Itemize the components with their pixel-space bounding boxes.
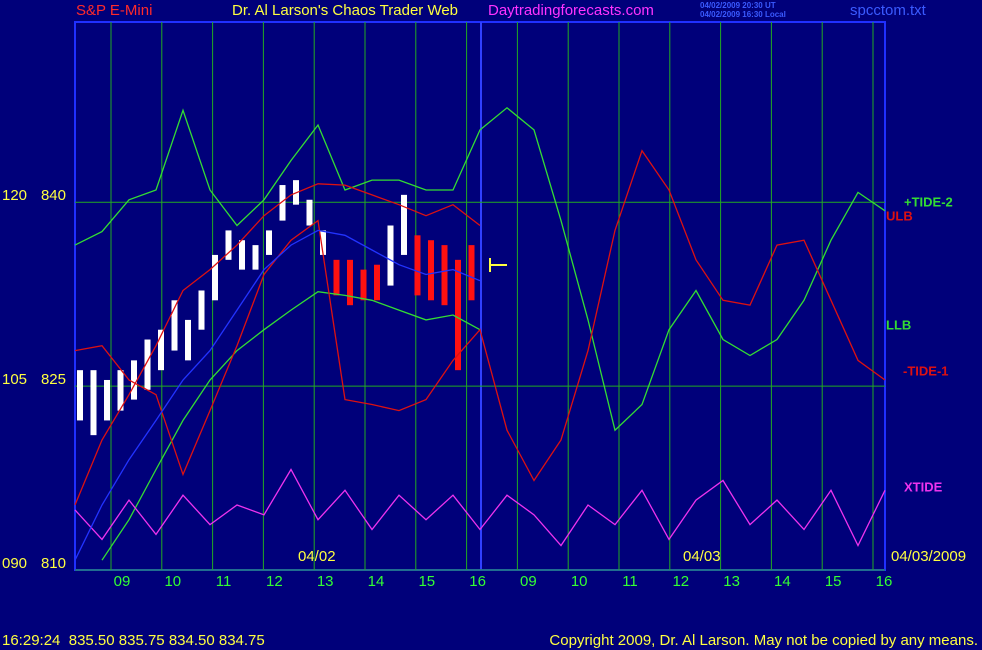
day-label: 04/03 <box>683 548 721 565</box>
x-tick-label: 14 <box>774 573 791 590</box>
price-bar <box>158 329 164 371</box>
price-bar <box>131 360 137 400</box>
x-tick-label: 10 <box>571 573 588 590</box>
legend-label: XTIDE <box>904 479 943 494</box>
price-bar <box>320 230 326 255</box>
file-name: spcctom.txt <box>850 2 927 19</box>
x-tick-label: 15 <box>825 573 842 590</box>
price-bar <box>185 319 191 361</box>
day-label: 04/02 <box>298 548 336 565</box>
x-tick-label: 16 <box>876 573 893 590</box>
time-ut: 04/02/2009 20:30 UT <box>700 1 776 10</box>
price-bar <box>171 300 178 351</box>
legend-label: +TIDE-2 <box>904 194 953 209</box>
price-bar <box>225 230 232 260</box>
legend-label: -TIDE-1 <box>903 363 949 378</box>
legend-label: ULB <box>886 208 913 223</box>
x-tick-label: 13 <box>317 573 334 590</box>
status: 16:29:24 835.50 835.75 834.50 834.75 <box>2 632 265 649</box>
series-line <box>101 291 481 561</box>
x-tick-label: 12 <box>672 573 689 590</box>
x-tick-label: 13 <box>723 573 740 590</box>
y-tick-label: 825 <box>41 371 66 388</box>
price-bar <box>333 259 340 296</box>
price-bar <box>266 230 272 255</box>
series-line <box>74 229 481 561</box>
price-bar <box>104 379 110 421</box>
series-line <box>74 468 886 547</box>
price-bar <box>252 245 259 270</box>
day-label: 04/03/2009 <box>891 548 966 565</box>
x-tick-label: 11 <box>622 573 638 590</box>
y-tick-label: 840 <box>41 187 66 204</box>
x-tick-label: 16 <box>469 573 486 590</box>
price-bar <box>77 370 83 421</box>
series-line <box>74 183 481 506</box>
symbol: S&P E-Mini <box>76 2 152 19</box>
price-bar <box>455 259 461 371</box>
y2-tick-label: 120 <box>2 187 27 204</box>
price-bar <box>279 185 286 221</box>
time-local: 04/02/2009 16:30 Local <box>700 10 786 19</box>
price-bar <box>387 225 394 286</box>
price-bar <box>239 240 245 270</box>
x-tick-label: 14 <box>368 573 385 590</box>
price-bar <box>347 259 353 306</box>
copyright: Copyright 2009, Dr. Al Larson. May not b… <box>549 632 978 649</box>
price-bar <box>90 370 97 436</box>
price-bar <box>401 194 407 255</box>
price-bar <box>374 264 380 301</box>
x-tick-label: 12 <box>266 573 283 590</box>
y2-tick-label: 105 <box>2 371 27 388</box>
x-tick-label: 10 <box>164 573 181 590</box>
series-line <box>74 106 886 432</box>
site: Daytradingforecasts.com <box>488 2 654 19</box>
legend-label: LLB <box>886 317 911 332</box>
x-tick-label: 15 <box>418 573 435 590</box>
price-bar <box>468 245 475 301</box>
price-bar <box>306 199 313 226</box>
x-tick-label: 09 <box>114 573 131 590</box>
y-tick-label: 810 <box>41 555 66 572</box>
price-bar <box>117 370 124 411</box>
marker <box>489 258 507 272</box>
price-bar <box>428 240 434 301</box>
x-tick-label: 11 <box>216 573 232 590</box>
x-tick-label: 09 <box>520 573 537 590</box>
price-bar <box>198 290 205 330</box>
price-bar <box>360 269 367 301</box>
price-bar <box>441 245 448 306</box>
title: Dr. Al Larson's Chaos Trader Web <box>232 2 458 19</box>
price-bar <box>414 235 421 296</box>
y2-tick-label: 090 <box>2 555 27 572</box>
price-bar <box>144 339 151 390</box>
series-line <box>74 149 886 482</box>
price-bar <box>212 254 218 301</box>
